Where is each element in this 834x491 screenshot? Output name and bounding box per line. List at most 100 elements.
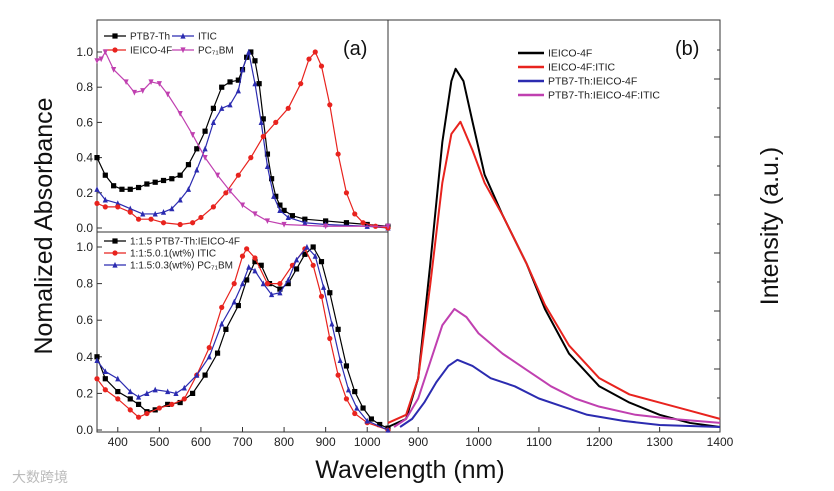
data-point xyxy=(177,111,183,117)
legend-marker xyxy=(112,47,118,53)
data-point xyxy=(160,220,167,226)
data-point xyxy=(260,133,266,140)
x-tick-label: 900 xyxy=(316,435,336,449)
data-point xyxy=(165,388,171,395)
data-point xyxy=(202,145,208,152)
data-point xyxy=(190,390,196,396)
data-point xyxy=(298,81,304,87)
watermark: 大数跨境 xyxy=(12,469,68,485)
data-point xyxy=(264,163,271,169)
data-point xyxy=(177,196,183,203)
x-tick-label: 900 xyxy=(408,435,428,449)
data-point xyxy=(144,181,150,187)
data-point xyxy=(144,390,150,396)
x-tick-label: 1100 xyxy=(526,435,552,449)
data-point xyxy=(260,280,266,287)
legend-label: 1:1:5.0.1(wt%) ITIC xyxy=(130,249,216,260)
data-point xyxy=(181,396,187,402)
x-tick-label: 1300 xyxy=(646,435,673,449)
x-tick-label: 1000 xyxy=(354,435,381,449)
data-point xyxy=(227,79,233,85)
data-point xyxy=(318,293,325,300)
data-point xyxy=(277,289,283,296)
data-point xyxy=(127,407,133,413)
y-tick-label: 1.0 xyxy=(76,45,93,59)
series-line-2-3 xyxy=(393,307,721,428)
series-line-1-0 xyxy=(96,246,389,429)
data-point xyxy=(352,410,358,417)
data-point xyxy=(219,105,225,111)
data-point xyxy=(198,214,204,221)
data-point xyxy=(135,184,142,191)
data-point xyxy=(202,372,208,378)
data-point xyxy=(337,357,343,364)
panel-b-label: (b) xyxy=(675,38,699,60)
data-point xyxy=(177,399,183,406)
data-point xyxy=(98,56,104,63)
data-point xyxy=(343,220,350,226)
data-point xyxy=(281,207,287,213)
y-tick-label: 1.0 xyxy=(76,240,93,254)
data-point xyxy=(335,326,341,332)
data-point xyxy=(285,214,291,221)
x-tick-label: 1200 xyxy=(586,435,613,449)
data-point xyxy=(260,116,266,122)
data-point xyxy=(94,200,100,206)
data-point xyxy=(289,213,295,219)
data-point xyxy=(335,372,341,378)
data-point xyxy=(140,88,146,94)
data-point xyxy=(131,89,138,96)
series-line-0-0 xyxy=(96,51,389,227)
data-point xyxy=(252,80,258,87)
data-point xyxy=(281,221,287,228)
legend-label: PTB7-Th:IEICO-4F:ITIC xyxy=(548,90,660,102)
legend-marker xyxy=(112,250,118,256)
data-point xyxy=(111,67,117,73)
legend-label: IEICO-4F xyxy=(548,48,592,60)
data-point xyxy=(160,177,167,184)
data-point xyxy=(144,410,150,417)
data-point xyxy=(227,188,233,195)
x-tick-label: 500 xyxy=(149,435,169,449)
data-point xyxy=(258,119,264,125)
data-point xyxy=(277,207,283,213)
x-tick-label: 600 xyxy=(191,435,211,449)
data-point xyxy=(177,221,183,228)
data-point xyxy=(148,79,154,86)
data-point xyxy=(244,246,250,252)
data-point xyxy=(235,77,241,83)
series-line-0-2 xyxy=(96,51,389,229)
data-point xyxy=(206,353,212,360)
data-point xyxy=(277,281,283,287)
data-point xyxy=(156,405,162,411)
data-point xyxy=(385,426,391,433)
y-tick-label: 0.4 xyxy=(76,151,93,165)
data-point xyxy=(156,81,162,87)
data-point xyxy=(269,291,275,298)
series-line-1-1 xyxy=(96,248,389,431)
data-point xyxy=(235,172,241,178)
data-point xyxy=(152,179,158,185)
data-point xyxy=(219,320,225,327)
data-point xyxy=(169,401,175,407)
data-point xyxy=(169,205,175,212)
data-point xyxy=(227,101,233,108)
data-point xyxy=(235,87,241,94)
data-point xyxy=(231,281,237,287)
data-point xyxy=(177,172,183,178)
legend-label: PTB7-Th:IEICO-4F xyxy=(548,76,637,88)
data-point xyxy=(102,204,108,210)
data-point xyxy=(310,262,316,268)
data-point xyxy=(239,253,246,259)
data-point xyxy=(252,211,258,218)
data-point xyxy=(94,354,100,360)
data-point xyxy=(135,216,142,222)
data-point xyxy=(210,204,216,210)
data-point xyxy=(94,357,100,364)
data-point xyxy=(335,151,341,157)
data-point xyxy=(302,216,308,222)
x-tick-label: 1000 xyxy=(465,435,492,449)
data-point xyxy=(94,58,100,64)
data-point xyxy=(190,132,196,138)
data-point xyxy=(148,216,154,222)
